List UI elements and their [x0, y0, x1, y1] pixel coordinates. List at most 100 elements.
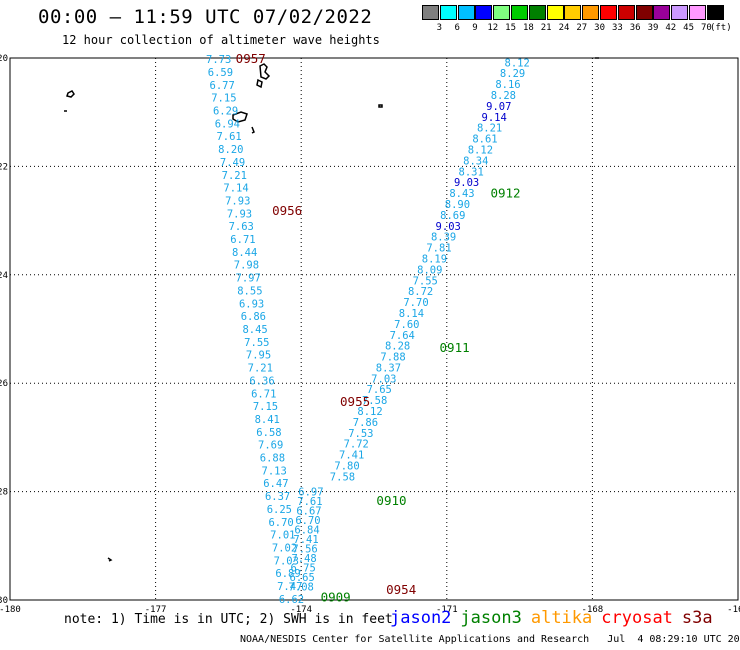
swh-value-label: 6.58 — [256, 427, 281, 439]
color-swatch — [422, 5, 439, 20]
swh-value-label: 6.47 — [263, 478, 288, 490]
swh-value-label: 7.73 — [206, 54, 231, 66]
island — [378, 104, 383, 108]
swh-value-label: 7.21 — [248, 363, 273, 375]
swh-value-label: 7.98 — [234, 260, 259, 272]
color-scale-tick: 27 — [576, 23, 588, 33]
legend-jason2: jason2 — [390, 608, 452, 628]
swh-value-label: 7.41 — [293, 534, 318, 546]
swh-value-label: 7.03 — [274, 555, 299, 567]
swh-value-label: 8.69 — [440, 210, 465, 222]
swh-value-label: 7.21 — [222, 170, 247, 182]
color-swatch — [511, 5, 528, 20]
swh-value-label: 6.84 — [294, 525, 319, 537]
swh-value-label: 8.19 — [422, 253, 447, 265]
map-title: 00:00 — 11:59 UTC 07/02/2022 — [38, 6, 373, 28]
swh-value-label: 7.93 — [225, 195, 250, 207]
swh-value-label: 6.70 — [295, 515, 320, 527]
color-scale-tick: 45 — [683, 23, 695, 33]
swh-value-label: 7.70 — [403, 297, 428, 309]
color-swatch — [493, 5, 511, 20]
lon-tick-label: -180 — [0, 605, 21, 615]
swh-value-label: 9.07 — [486, 101, 511, 113]
swh-value-label: 7.15 — [211, 93, 236, 105]
swh-value-label: 7.08 — [289, 581, 314, 593]
swh-value-label: 6.93 — [239, 298, 264, 310]
pass-time-label: 0956 — [272, 203, 302, 218]
color-swatch — [457, 5, 475, 20]
legend-s3a: s3a — [681, 608, 713, 628]
graticule — [10, 58, 738, 600]
swh-value-label: 7.80 — [334, 461, 359, 473]
swh-value-label: 7.01 — [270, 530, 295, 542]
swh-value-label: 7.61 — [216, 131, 241, 143]
swh-value-label: 7.47 — [277, 581, 302, 593]
color-scale-tick: 33 — [611, 23, 623, 33]
swh-value-label: 6.86 — [241, 311, 266, 323]
color-scale-tick: 21 — [540, 23, 552, 33]
lon-tick-label: -171 — [436, 605, 458, 615]
lon-tick-label: -168 — [582, 605, 604, 615]
color-scale-tick: 12 — [487, 23, 499, 33]
pass-time-label: 0909 — [321, 589, 351, 604]
lon-tick-label: -165 — [727, 605, 740, 615]
swh-value-label: 6.67 — [296, 506, 321, 518]
color-scale-tick: 18 — [522, 23, 534, 33]
islands — [64, 57, 599, 562]
swh-value-label: 6.37 — [265, 491, 290, 503]
swh-value-label: 7.95 — [246, 350, 271, 362]
pass-time-label: 0957 — [236, 51, 266, 66]
swh-value-label: 7.60 — [394, 319, 419, 331]
swh-value-label: 8.39 — [431, 232, 456, 244]
swh-value-label: 8.21 — [477, 123, 502, 135]
footer-note: note: 1) Time is in UTC; 2) SWH is in fe… — [64, 612, 393, 627]
swh-value-label: 8.16 — [495, 79, 520, 91]
swh-value-label: 6.36 — [249, 375, 274, 387]
swh-value-label: 8.12 — [357, 406, 382, 418]
lat-tick-label: -22 — [0, 162, 8, 172]
color-scale-tick: 24 — [558, 23, 570, 33]
lat-tick-label: -20 — [0, 54, 8, 64]
swh-value-label: 8.45 — [242, 324, 267, 336]
swh-value-label: 7.58 — [362, 395, 387, 407]
color-scale-tick: 30 — [594, 23, 606, 33]
swh-value-label: 8.28 — [385, 341, 410, 353]
swh-value-label: 7.55 — [413, 275, 438, 287]
swh-value-label: 8.41 — [255, 414, 280, 426]
color-swatch — [546, 5, 564, 20]
swh-value-label: 7.53 — [348, 428, 373, 440]
swh-value-label: 7.93 — [227, 208, 252, 220]
swh-value-label: 7.56 — [292, 544, 317, 556]
lat-tick-label: -26 — [0, 379, 8, 389]
color-swatch — [617, 5, 635, 20]
swh-value-label: 6.94 — [215, 118, 240, 130]
color-swatch — [582, 5, 600, 20]
color-scale-tick: 36 — [629, 23, 641, 33]
legend-jason3: jason3 — [460, 608, 522, 628]
color-scale-unit: (ft) — [709, 23, 732, 33]
lon-tick-label: -174 — [290, 605, 312, 615]
credit-line: NOAA/NESDIS Center for Satellite Applica… — [240, 634, 740, 645]
swh-value-label: 9.14 — [482, 112, 507, 124]
swh-value-label: 7.86 — [353, 417, 378, 429]
swh-value-label: 6.97 — [298, 487, 323, 499]
swh-value-label: 6.89 — [275, 568, 300, 580]
axis-labels: -180 -177 -174 -171 -168 -165 -20 -22 -24 -26 -28 -… — [0, 54, 740, 615]
swh-value-label: 7.41 — [339, 450, 364, 462]
swh-value-label: 7.61 — [297, 496, 322, 508]
swh-value-label: 6.71 — [251, 388, 276, 400]
swh-value-label: 7.63 — [229, 221, 254, 233]
swh-value-label: 7.48 — [291, 553, 316, 565]
swh-value-label: 7.97 — [236, 273, 261, 285]
lon-tick-label: -177 — [145, 605, 167, 615]
color-swatch — [671, 5, 689, 20]
swh-value-label: 8.34 — [463, 155, 488, 167]
pass-time-label: 0955 — [340, 394, 370, 409]
swh-value-label: 8.72 — [408, 286, 433, 298]
swh-value-label: 7.88 — [380, 352, 405, 364]
color-swatch — [653, 5, 671, 20]
island — [251, 126, 255, 134]
color-scale-tick: 3 — [436, 23, 443, 33]
island — [107, 557, 113, 562]
